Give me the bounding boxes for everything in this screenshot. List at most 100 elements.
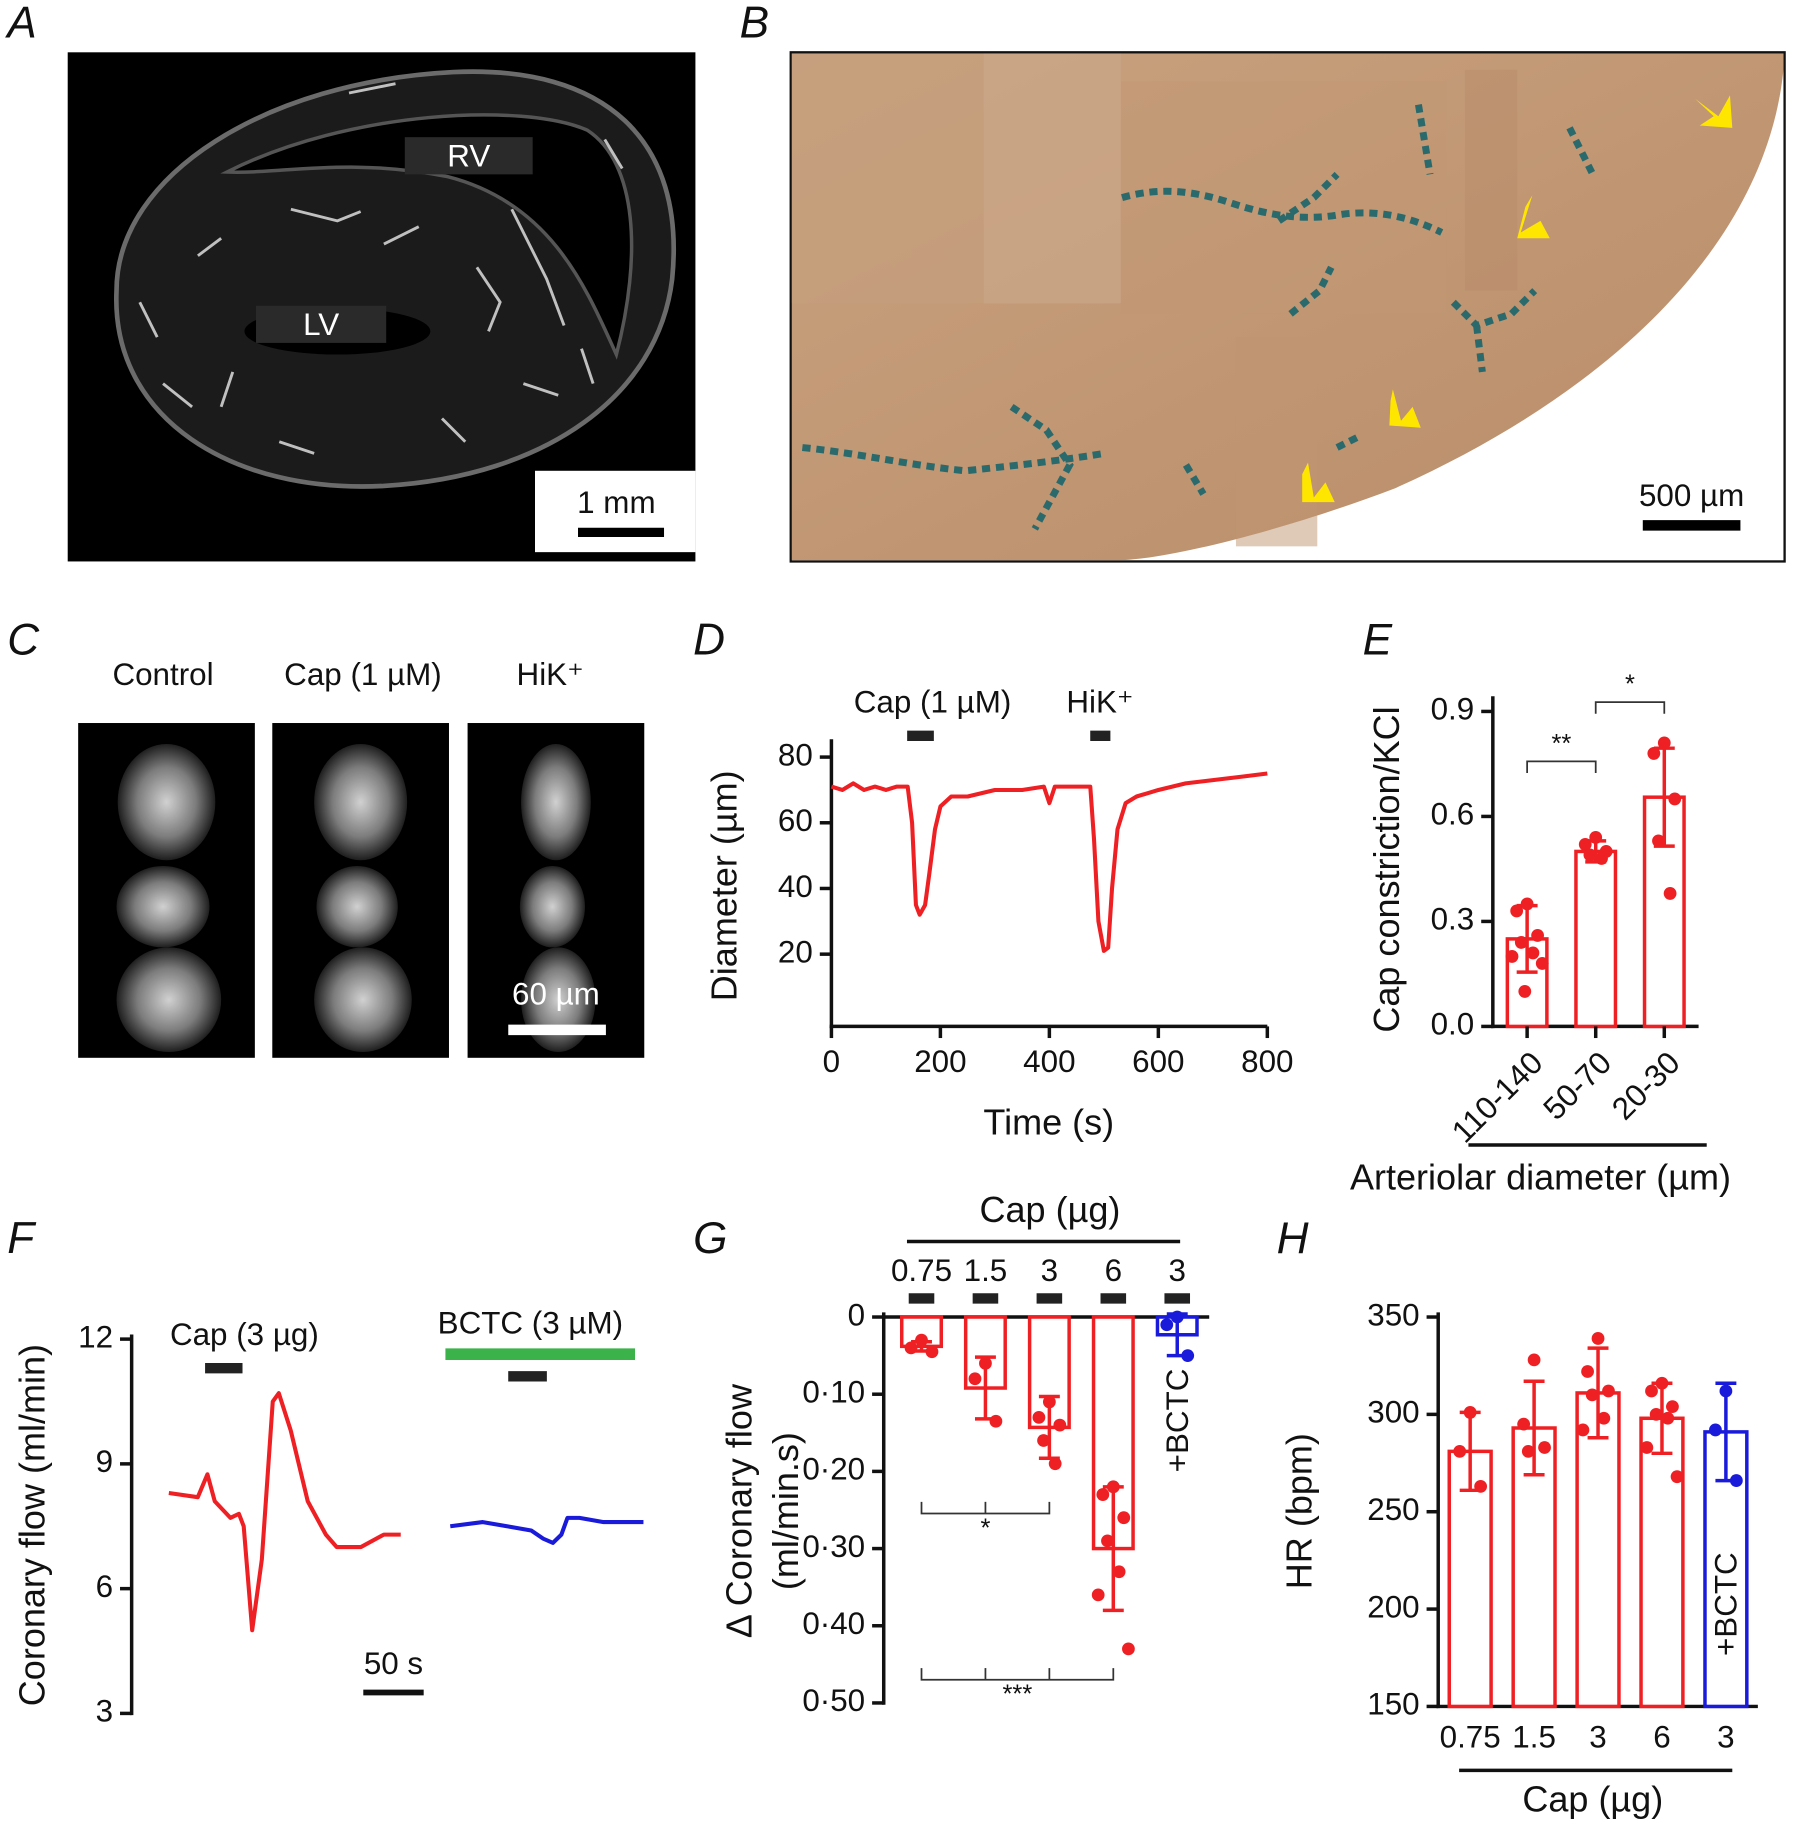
data-point [1032, 1410, 1046, 1424]
x-tick-label: 6 [1653, 1719, 1670, 1754]
data-point [979, 1356, 992, 1370]
significance-bracket [1526, 760, 1597, 774]
panel-letter: A [4, 0, 36, 47]
data-point [1106, 1480, 1120, 1494]
y-tick-label: 0·20 [802, 1452, 865, 1487]
x-tick-label: 1.5 [1512, 1719, 1556, 1754]
y-tick-label: 0.3 [1431, 902, 1475, 937]
bar [1639, 1416, 1685, 1709]
y-axis-label: Diameter (µm) [703, 770, 744, 1001]
annotation: Cap (3 µg) [170, 1317, 319, 1352]
data-point [1666, 1400, 1679, 1413]
data-point [1514, 936, 1528, 949]
y-tick-label: 0.6 [1431, 797, 1475, 832]
y-axis-label: Cap constriction/KCl [1366, 706, 1407, 1032]
y-tick-label: 0·40 [802, 1606, 865, 1641]
data-point [1122, 1642, 1135, 1656]
data-point [968, 1372, 982, 1386]
y-tick-label: 300 [1367, 1395, 1419, 1430]
panel-a-image [67, 52, 696, 562]
data-point [1640, 1441, 1654, 1454]
y-tick-label: 60 [778, 803, 813, 838]
scale-label: 500 µm [1639, 478, 1744, 513]
data-point [1647, 747, 1661, 760]
x-tick-label: 20-30 [1605, 1045, 1686, 1126]
annotation: BCTC (3 µM) [438, 1305, 623, 1340]
data-point [1655, 1376, 1669, 1390]
trace [168, 1391, 401, 1633]
data-point [1517, 1417, 1531, 1431]
x-tick-label: 400 [1023, 1044, 1075, 1079]
data-point [1578, 838, 1592, 851]
panel-letter: H [1277, 1214, 1309, 1263]
x-tick-label: 1.5 [964, 1253, 1008, 1288]
trace [450, 1515, 644, 1545]
data-point [1595, 852, 1608, 865]
panel-letter: C [7, 615, 40, 664]
y-tick-label: 40 [778, 869, 813, 904]
data-point [1170, 1310, 1184, 1324]
panel-b-image [789, 51, 1786, 563]
y-tick-label: 12 [78, 1319, 113, 1354]
y-tick-label: 0·30 [802, 1529, 865, 1564]
annotation: Cap (1 µM) [854, 685, 1012, 720]
x-tick-label: 3 [1717, 1719, 1734, 1754]
y-tick-label: 20 [778, 934, 813, 969]
data-point [1670, 1470, 1684, 1484]
data-point [1463, 1406, 1477, 1419]
image-title: Cap (1 µM) [284, 657, 442, 692]
x-tick-label: 200 [914, 1044, 966, 1079]
data-point [904, 1341, 918, 1355]
x-tick-label: 0 [823, 1044, 840, 1079]
data-point [925, 1345, 939, 1359]
y-axis-label: (ml/min.s) [765, 1432, 806, 1590]
data-point [1585, 1388, 1599, 1402]
data-point [1589, 831, 1603, 844]
y-tick-label: 9 [96, 1444, 113, 1479]
x-axis-label: Cap (µg) [1522, 1778, 1663, 1819]
data-point [1520, 897, 1534, 911]
significance-label: *** [1002, 1681, 1032, 1709]
y-tick-label: 6 [96, 1569, 113, 1604]
x-tick-label: 3 [1041, 1253, 1058, 1288]
y-tick-label: 350 [1367, 1297, 1419, 1332]
x-tick-label: 3 [1169, 1253, 1186, 1288]
bar [1575, 1391, 1621, 1709]
data-point [1657, 736, 1671, 750]
data-point [1053, 1418, 1067, 1432]
data-point [1602, 1384, 1615, 1398]
data-point [1649, 1407, 1663, 1421]
x-tick-label: 600 [1132, 1044, 1184, 1079]
data-point [1453, 1444, 1467, 1458]
data-point [1505, 950, 1519, 963]
data-point [1101, 1534, 1114, 1548]
data-point [1583, 848, 1597, 862]
panel-letter: D [693, 615, 725, 664]
data-point [1117, 1511, 1131, 1525]
scale-label: 60 µm [512, 976, 600, 1011]
panel-letter: G [693, 1214, 727, 1263]
group-label: Cap (µg) [980, 1189, 1121, 1230]
data-point [1037, 1434, 1050, 1447]
y-tick-label: 0·50 [802, 1683, 865, 1718]
data-point [1597, 1411, 1611, 1425]
label-lv: LV [303, 307, 339, 342]
x-tick-label: 6 [1105, 1253, 1122, 1288]
x-tick-label: 800 [1241, 1044, 1293, 1079]
data-point [1668, 792, 1682, 806]
data-point [1535, 957, 1549, 970]
significance-label: ** [1551, 730, 1571, 758]
data-point [1091, 1588, 1105, 1602]
scale-label: 1 mm [577, 485, 655, 520]
data-point [1112, 1565, 1126, 1579]
data-point [1576, 1423, 1590, 1437]
significance-bracket [1594, 701, 1666, 714]
data-point [989, 1414, 1003, 1428]
annotation: +BCTC [1160, 1369, 1195, 1473]
bar [1574, 849, 1618, 1029]
data-point [1527, 1353, 1541, 1367]
y-tick-label: 200 [1367, 1589, 1419, 1624]
data-point [1531, 929, 1544, 942]
image-title: Control [112, 657, 213, 692]
